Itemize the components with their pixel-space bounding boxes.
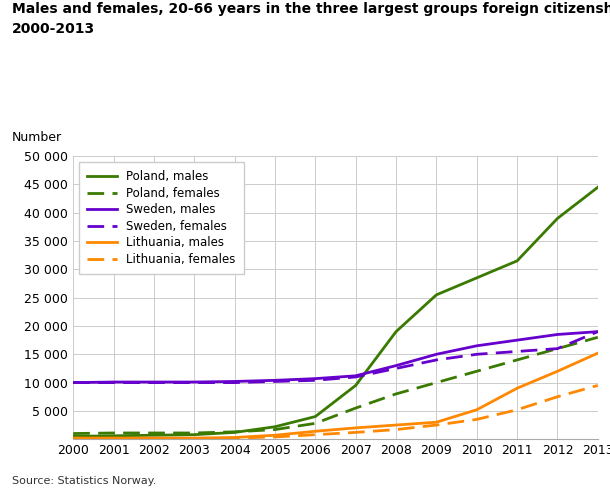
Sweden, females [271, 379, 279, 385]
Lithuania, males [554, 368, 561, 374]
Lithuania, males [190, 435, 198, 441]
Lithuania, females [231, 435, 239, 441]
Lithuania, females [352, 429, 359, 435]
Sweden, males [231, 379, 239, 385]
Lithuania, females [110, 436, 117, 442]
Poland, females [70, 430, 77, 436]
Text: Number: Number [12, 131, 62, 144]
Lithuania, males [473, 407, 481, 413]
Text: 2000-2013: 2000-2013 [12, 22, 95, 36]
Poland, females [514, 357, 521, 363]
Sweden, females [432, 357, 440, 363]
Sweden, females [514, 348, 521, 354]
Line: Poland, males: Poland, males [73, 187, 598, 436]
Sweden, females [231, 380, 239, 386]
Lithuania, females [594, 383, 601, 388]
Sweden, females [70, 380, 77, 386]
Lithuania, males [271, 432, 279, 438]
Sweden, males [432, 351, 440, 357]
Sweden, females [190, 380, 198, 386]
Sweden, males [150, 379, 157, 385]
Lithuania, males [432, 419, 440, 425]
Poland, females [150, 430, 157, 436]
Text: Males and females, 20-66 years in the three largest groups foreign citizenship.: Males and females, 20-66 years in the th… [12, 2, 610, 17]
Poland, females [392, 391, 400, 397]
Sweden, males [554, 331, 561, 337]
Sweden, males [190, 379, 198, 385]
Sweden, females [473, 351, 481, 357]
Poland, males [271, 424, 279, 429]
Lithuania, females [432, 422, 440, 428]
Poland, females [231, 429, 239, 435]
Lithuania, males [312, 428, 319, 434]
Poland, males [190, 432, 198, 438]
Lithuania, females [554, 394, 561, 400]
Sweden, males [352, 373, 359, 379]
Poland, males [514, 258, 521, 264]
Legend: Poland, males, Poland, females, Sweden, males, Sweden, females, Lithuania, males: Poland, males, Poland, females, Sweden, … [79, 162, 244, 274]
Poland, females [554, 346, 561, 351]
Poland, males [110, 433, 117, 439]
Poland, males [392, 329, 400, 335]
Sweden, females [150, 380, 157, 386]
Lithuania, females [473, 416, 481, 422]
Sweden, males [271, 377, 279, 383]
Sweden, females [110, 380, 117, 386]
Poland, females [352, 405, 359, 411]
Lithuania, males [231, 435, 239, 441]
Lithuania, males [514, 386, 521, 391]
Lithuania, males [150, 435, 157, 441]
Sweden, males [473, 343, 481, 349]
Line: Poland, females: Poland, females [73, 337, 598, 433]
Sweden, males [392, 363, 400, 368]
Poland, females [432, 380, 440, 386]
Poland, males [594, 184, 601, 190]
Lithuania, males [392, 422, 400, 428]
Sweden, males [594, 329, 601, 335]
Lithuania, females [70, 436, 77, 442]
Lithuania, females [190, 436, 198, 442]
Poland, males [70, 433, 77, 439]
Lithuania, females [392, 427, 400, 432]
Poland, females [312, 421, 319, 427]
Line: Lithuania, females: Lithuania, females [73, 386, 598, 439]
Sweden, males [70, 380, 77, 386]
Lithuania, males [110, 435, 117, 441]
Poland, males [312, 414, 319, 420]
Sweden, females [312, 377, 319, 383]
Poland, males [473, 275, 481, 281]
Poland, males [554, 216, 561, 222]
Poland, females [594, 334, 601, 340]
Lithuania, females [312, 432, 319, 438]
Sweden, females [554, 346, 561, 351]
Sweden, males [312, 376, 319, 382]
Poland, males [352, 383, 359, 388]
Sweden, males [110, 379, 117, 385]
Sweden, males [514, 337, 521, 343]
Lithuania, females [150, 436, 157, 442]
Lithuania, males [352, 425, 359, 431]
Poland, males [150, 432, 157, 438]
Poland, males [231, 429, 239, 435]
Lithuania, females [271, 434, 279, 440]
Text: Source: Statistics Norway.: Source: Statistics Norway. [12, 476, 157, 486]
Poland, females [110, 430, 117, 436]
Poland, males [432, 292, 440, 298]
Sweden, females [352, 374, 359, 380]
Line: Sweden, females: Sweden, females [73, 332, 598, 383]
Lithuania, males [70, 435, 77, 441]
Lithuania, females [514, 407, 521, 413]
Line: Lithuania, males: Lithuania, males [73, 353, 598, 438]
Sweden, females [392, 366, 400, 371]
Poland, females [473, 368, 481, 374]
Poland, females [271, 427, 279, 432]
Line: Sweden, males: Sweden, males [73, 332, 598, 383]
Sweden, females [594, 329, 601, 335]
Lithuania, males [594, 350, 601, 356]
Poland, females [190, 430, 198, 436]
